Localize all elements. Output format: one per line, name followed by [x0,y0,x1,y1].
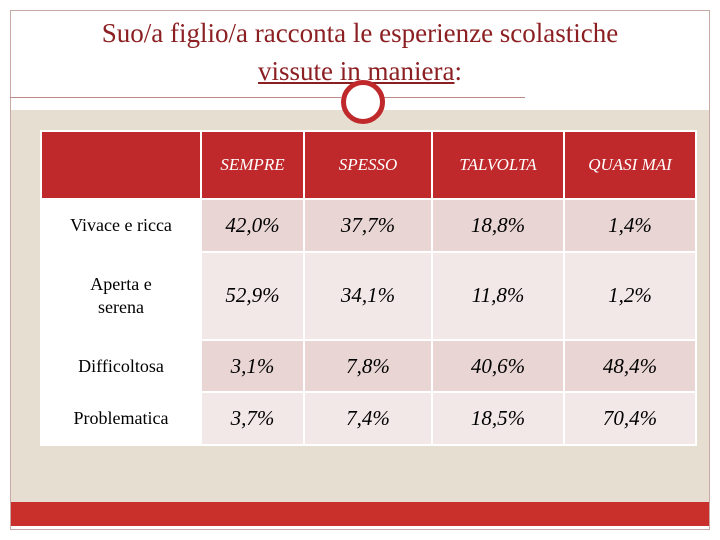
table-cell: 7,8% [303,338,433,394]
table-row: Problematica 3,7% 7,4% 18,5% 70,4% [40,391,697,446]
title-colon: : [454,56,462,86]
divider-right [383,97,525,98]
table-cell: 3,1% [200,338,305,394]
table-header-cell: SEMPRE [200,130,305,200]
results-table: SEMPRE SPESSO TALVOLTA QUASI MAI Vivace … [40,130,697,446]
table-cell: 52,9% [200,250,305,341]
table-cell: 70,4% [563,391,697,446]
table-row: Aperta e serena 52,9% 34,1% 11,8% 1,2% [40,250,697,341]
row-label: Difficoltosa [40,338,202,394]
table-header-cell: QUASI MAI [563,130,697,200]
table-cell: 1,4% [563,198,697,253]
table-cell: 18,5% [431,391,565,446]
row-label: Problematica [40,391,202,446]
table-cell: 7,4% [303,391,433,446]
table-cell: 3,7% [200,391,305,446]
table-cell: 48,4% [563,338,697,394]
slide-title: Suo/a figlio/a racconta le esperienze sc… [20,14,700,90]
row-label: Vivace e ricca [40,198,202,253]
title-line-1: Suo/a figlio/a racconta le esperienze sc… [101,18,619,48]
table-header-row: SEMPRE SPESSO TALVOLTA QUASI MAI [40,130,697,200]
footer-bar [11,502,709,526]
table-cell: 1,2% [563,250,697,341]
slide-frame [10,10,710,530]
table-row: Vivace e ricca 42,0% 37,7% 18,8% 1,4% [40,198,697,253]
circle-ornament-icon [341,80,385,124]
divider-left [10,97,341,98]
table-cell: 40,6% [431,338,565,394]
table-cell: 11,8% [431,250,565,341]
table-header-corner [40,130,202,200]
row-label-text: Aperta e serena [90,273,152,317]
row-label: Aperta e serena [40,250,202,341]
table-header-cell: SPESSO [303,130,433,200]
table-cell: 42,0% [200,198,305,253]
table-header-cell: TALVOLTA [431,130,565,200]
table-cell: 37,7% [303,198,433,253]
table-row: Difficoltosa 3,1% 7,8% 40,6% 48,4% [40,338,697,394]
table-cell: 34,1% [303,250,433,341]
table-cell: 18,8% [431,198,565,253]
